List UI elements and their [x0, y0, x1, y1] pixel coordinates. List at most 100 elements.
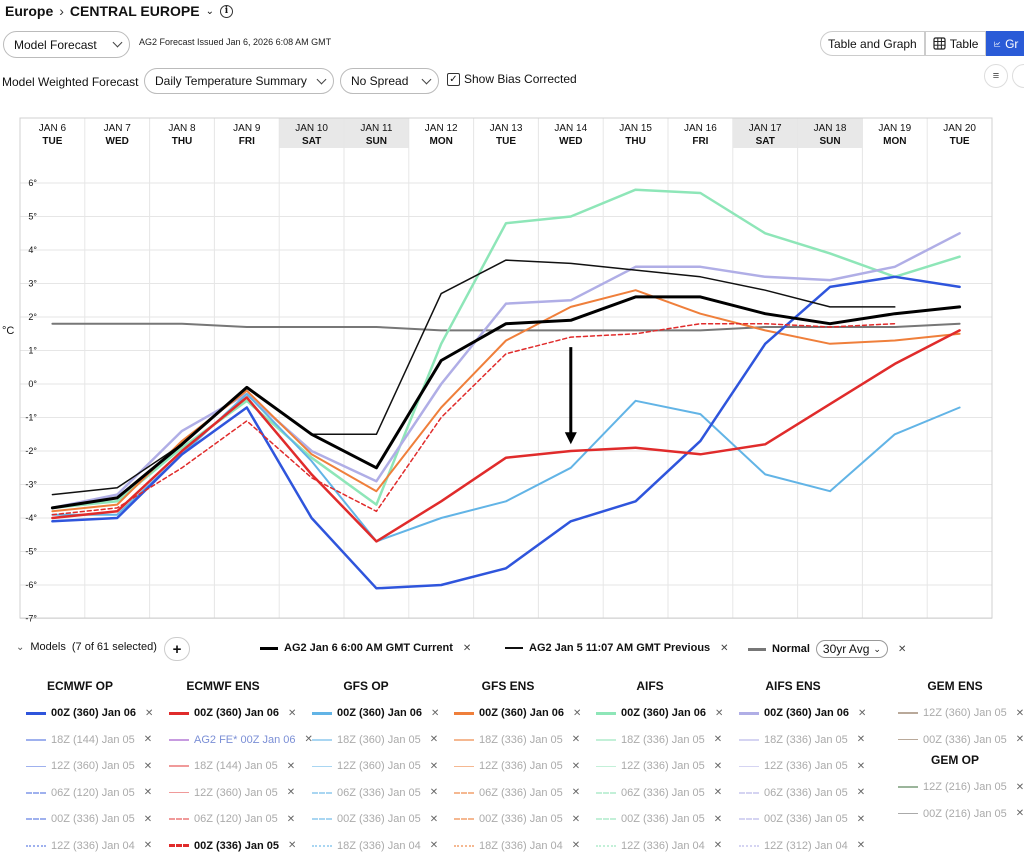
model-run-item[interactable]: 18Z (336) Jan 04 ✕	[312, 839, 438, 853]
model-run-item[interactable]: 18Z (144) Jan 05 ✕	[169, 759, 295, 773]
model-run-item[interactable]: 00Z (336) Jan 05 ✕	[596, 812, 722, 826]
model-run-item[interactable]: 12Z (360) Jan 05 ✕	[312, 759, 438, 773]
model-run-item[interactable]: 12Z (216) Jan 05 ✕	[898, 780, 1024, 794]
close-icon[interactable]: ✕	[143, 787, 153, 798]
close-icon[interactable]: ✕	[429, 840, 439, 851]
model-run-item[interactable]: 12Z (336) Jan 05 ✕	[739, 759, 865, 773]
close-icon[interactable]: ✕	[429, 813, 439, 825]
model-run-item[interactable]: 06Z (120) Jan 05 ✕	[169, 812, 295, 826]
legend-ag2-previous[interactable]: AG2 Jan 5 11:07 AM GMT Previous ✕	[505, 642, 729, 654]
close-icon[interactable]: ✕	[143, 760, 153, 772]
model-run-item[interactable]: 00Z (336) Jan 05 ✕	[26, 812, 152, 826]
close-icon[interactable]: ✕	[713, 760, 723, 772]
model-run-item[interactable]: 12Z (312) Jan 04 ✕	[739, 839, 865, 853]
spread-select[interactable]: No Spread	[340, 68, 439, 94]
close-icon[interactable]: ✕	[288, 707, 297, 719]
summary-select[interactable]: Daily Temperature Summary	[144, 68, 334, 94]
model-run-item[interactable]: 18Z (336) Jan 05 ✕	[739, 733, 865, 747]
breadcrumb-region[interactable]: Europe	[5, 3, 54, 19]
close-icon[interactable]: ✕	[713, 840, 723, 851]
model-run-item[interactable]: 00Z (336) Jan 05 ✕	[169, 839, 296, 853]
model-run-item[interactable]: 00Z (360) Jan 06 ✕	[312, 706, 439, 720]
close-icon[interactable]: ✕	[571, 813, 581, 825]
model-run-item[interactable]: 06Z (336) Jan 05 ✕	[454, 786, 580, 800]
model-run-item[interactable]: 18Z (144) Jan 05 ✕	[26, 733, 152, 747]
table-and-graph-button[interactable]: Table and Graph	[820, 31, 925, 56]
close-icon[interactable]: ✕	[429, 734, 439, 745]
model-run-item[interactable]: 12Z (336) Jan 05 ✕	[454, 759, 580, 773]
close-icon[interactable]: ✕	[897, 643, 907, 655]
close-icon[interactable]: ✕	[856, 813, 866, 825]
menu-icon[interactable]: ≡	[984, 64, 1008, 88]
close-icon[interactable]: ✕	[304, 734, 313, 745]
close-icon[interactable]: ✕	[1015, 734, 1024, 745]
model-run-item[interactable]: 06Z (120) Jan 05 ✕	[26, 786, 152, 800]
model-run-item[interactable]: 18Z (336) Jan 04 ✕	[454, 839, 580, 853]
normal-period-select[interactable]: 30yr Avg ⌄	[815, 640, 888, 658]
close-icon[interactable]: ✕	[720, 642, 729, 654]
close-icon[interactable]: ✕	[145, 707, 154, 719]
model-run-item[interactable]: 00Z (360) Jan 06 ✕	[454, 706, 581, 720]
add-model-button[interactable]: +	[164, 637, 190, 661]
close-icon[interactable]: ✕	[143, 813, 153, 825]
close-icon[interactable]: ✕	[713, 813, 723, 825]
model-run-item[interactable]: 00Z (336) Jan 05 ✕	[454, 812, 580, 826]
close-icon[interactable]: ✕	[573, 707, 582, 719]
table-button[interactable]: Table	[924, 31, 987, 56]
model-run-item[interactable]: 12Z (336) Jan 04 ✕	[26, 839, 152, 853]
model-run-item[interactable]: 12Z (360) Jan 05 ✕	[898, 706, 1024, 720]
model-run-item[interactable]: 00Z (336) Jan 05 ✕	[739, 812, 865, 826]
model-run-item[interactable]: 18Z (360) Jan 05 ✕	[312, 733, 438, 747]
close-icon[interactable]: ✕	[286, 787, 296, 798]
close-icon[interactable]: ✕	[143, 734, 153, 745]
close-icon[interactable]: ✕	[429, 760, 439, 772]
model-run-item[interactable]: 06Z (336) Jan 05 ✕	[739, 786, 865, 800]
close-icon[interactable]: ✕	[713, 734, 723, 745]
close-icon[interactable]: ✕	[1015, 781, 1024, 793]
graph-button[interactable]: Gr	[986, 31, 1024, 56]
model-run-item[interactable]: 18Z (336) Jan 05 ✕	[454, 733, 580, 747]
model-run-item[interactable]: 06Z (336) Jan 05 ✕	[312, 786, 438, 800]
close-icon[interactable]: ✕	[431, 707, 440, 719]
model-run-item[interactable]: 00Z (360) Jan 06 ✕	[26, 706, 153, 720]
model-run-item[interactable]: 12Z (336) Jan 05 ✕	[596, 759, 722, 773]
model-run-item[interactable]: 12Z (360) Jan 05 ✕	[26, 759, 152, 773]
close-icon[interactable]: ✕	[856, 734, 866, 745]
info-icon[interactable]: i	[219, 4, 233, 18]
legend-normal[interactable]: Normal 30yr Avg ⌄ ✕	[748, 640, 906, 658]
close-icon[interactable]: ✕	[571, 840, 581, 851]
close-icon[interactable]: ✕	[286, 813, 296, 825]
model-run-item[interactable]: 00Z (216) Jan 05 ✕	[898, 807, 1024, 821]
close-icon[interactable]: ✕	[715, 707, 724, 719]
model-run-item[interactable]: 06Z (336) Jan 05 ✕	[596, 786, 722, 800]
model-run-item[interactable]: AG2 FE* 00Z Jan 06 ✕	[169, 733, 313, 747]
model-run-item[interactable]: 12Z (360) Jan 05 ✕	[169, 786, 295, 800]
models-toggle[interactable]: ⌄ Models (7 of 61 selected)	[16, 641, 157, 653]
close-icon[interactable]: ✕	[288, 840, 297, 851]
breadcrumb-location[interactable]: CENTRAL EUROPE	[69, 3, 200, 19]
model-run-item[interactable]: 18Z (336) Jan 05 ✕	[596, 733, 722, 747]
bias-corrected-checkbox[interactable]: ✓ Show Bias Corrected	[447, 72, 577, 86]
close-icon[interactable]: ✕	[571, 760, 581, 772]
close-icon[interactable]: ✕	[1015, 808, 1024, 819]
chevron-down-icon[interactable]: ⌄	[205, 5, 214, 17]
close-icon[interactable]: ✕	[856, 787, 866, 798]
legend-ag2-current[interactable]: AG2 Jan 6 6:00 AM GMT Current ✕	[260, 642, 471, 654]
close-icon[interactable]: ✕	[1015, 707, 1024, 719]
model-run-item[interactable]: 00Z (336) Jan 05 ✕	[898, 733, 1024, 747]
model-run-item[interactable]: 12Z (336) Jan 04 ✕	[596, 839, 722, 853]
close-icon[interactable]: ✕	[713, 787, 723, 798]
close-icon[interactable]: ✕	[462, 642, 472, 654]
more-icon[interactable]	[1012, 64, 1024, 88]
close-icon[interactable]: ✕	[858, 707, 867, 719]
close-icon[interactable]: ✕	[856, 760, 866, 772]
close-icon[interactable]: ✕	[286, 760, 296, 772]
close-icon[interactable]: ✕	[856, 840, 866, 851]
close-icon[interactable]: ✕	[429, 787, 439, 798]
model-run-item[interactable]: 00Z (336) Jan 05 ✕	[312, 812, 438, 826]
close-icon[interactable]: ✕	[143, 840, 153, 851]
forecast-type-select[interactable]: Model Forecast	[3, 31, 130, 58]
model-run-item[interactable]: 00Z (360) Jan 06 ✕	[739, 706, 866, 720]
close-icon[interactable]: ✕	[571, 787, 581, 798]
model-run-item[interactable]: 00Z (360) Jan 06 ✕	[169, 706, 296, 720]
